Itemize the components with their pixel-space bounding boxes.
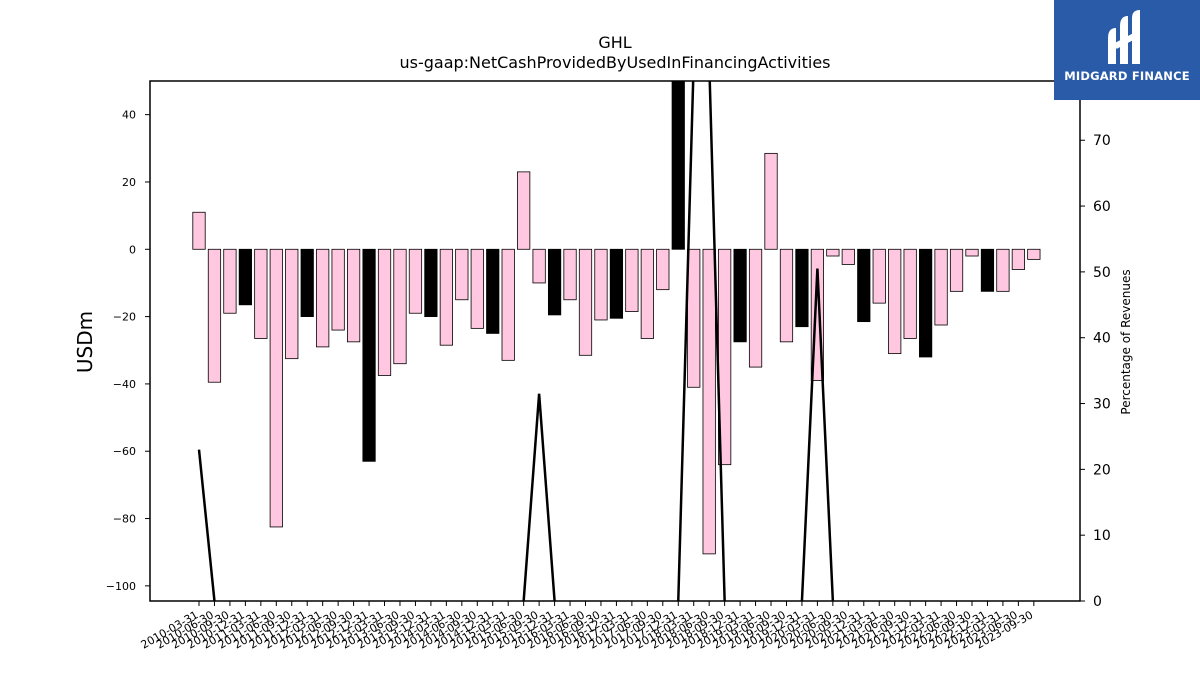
bar — [486, 248, 500, 334]
bar — [841, 248, 855, 265]
bar — [532, 248, 546, 284]
bar — [501, 248, 515, 361]
bar — [300, 248, 314, 317]
y2-tick-label: 70 — [1093, 133, 1111, 149]
plot-content — [192, 81, 1041, 601]
bar — [1011, 248, 1025, 270]
bar — [764, 152, 778, 250]
bar — [857, 248, 871, 323]
bar — [238, 248, 252, 306]
bar — [640, 248, 654, 339]
bar — [919, 248, 933, 358]
chart-title: GHL — [598, 33, 631, 52]
bar — [733, 248, 747, 343]
y-tick-label: −100 — [106, 580, 136, 593]
bar — [547, 248, 562, 316]
y2-tick-label: 40 — [1093, 331, 1111, 347]
bar — [609, 248, 624, 319]
bar — [455, 248, 469, 301]
bar — [965, 248, 979, 257]
bar — [702, 248, 716, 555]
pct-revenue-line — [197, 449, 216, 601]
y2-tick-label: 20 — [1093, 462, 1111, 478]
bar — [826, 248, 840, 257]
bar — [656, 248, 670, 291]
bar — [888, 248, 902, 355]
y2-tick-label: 50 — [1093, 265, 1111, 281]
y-tick-label: 40 — [122, 109, 136, 122]
y2-axis-label: Percentage of Revenues — [1119, 269, 1133, 414]
bar — [269, 248, 283, 528]
y-tick-label: −80 — [113, 513, 136, 526]
y2-tick-label: 10 — [1093, 528, 1111, 544]
bar — [393, 248, 407, 365]
bar — [563, 248, 577, 301]
bar — [594, 248, 608, 321]
bar — [424, 248, 438, 317]
y2-tick-label: 60 — [1093, 199, 1111, 215]
bar — [1027, 248, 1041, 260]
pct-revenue-line — [677, 81, 726, 601]
y-tick-label: −20 — [113, 311, 136, 324]
bar — [377, 248, 392, 376]
bar — [625, 248, 639, 312]
bar — [748, 248, 763, 368]
bar — [949, 248, 964, 292]
bar — [470, 248, 484, 329]
bar — [346, 248, 361, 343]
pct-revenue-line — [800, 268, 835, 601]
bar — [934, 248, 948, 326]
y-tick-label: 20 — [122, 176, 136, 189]
bar — [316, 248, 330, 348]
bar — [795, 248, 809, 328]
bar — [207, 248, 222, 383]
bar — [362, 248, 376, 462]
bar — [578, 248, 593, 356]
y2-tick-label: 0 — [1093, 594, 1102, 610]
brand-logo: MIDGARD FINANCE — [1054, 0, 1200, 100]
y-tick-label: 0 — [129, 243, 136, 256]
y2-tick-label: 30 — [1093, 397, 1111, 413]
bar — [980, 248, 995, 292]
bar — [903, 248, 917, 339]
bar — [439, 248, 453, 346]
y-tick-label: −40 — [113, 378, 136, 391]
bar — [254, 248, 268, 339]
plot-area: 40200−20−40−60−80−1000102030405060702010… — [106, 80, 1111, 652]
logo-text: MIDGARD FINANCE — [1064, 69, 1190, 83]
midgard-logo-icon — [1108, 10, 1140, 64]
bar — [779, 248, 794, 343]
bar — [408, 248, 423, 314]
bar — [223, 248, 237, 314]
plot-frame — [149, 80, 1081, 602]
bar — [517, 171, 531, 250]
bar — [285, 248, 299, 360]
bar — [331, 248, 345, 331]
chart-subtitle: us-gaap:NetCashProvidedByUsedInFinancing… — [399, 53, 830, 72]
bar — [996, 248, 1010, 292]
y-axis-label: USDm — [73, 311, 97, 373]
y-tick-label: −60 — [113, 445, 136, 458]
bar — [671, 81, 685, 250]
bar — [687, 248, 701, 388]
pct-revenue-line — [522, 393, 556, 601]
bar — [192, 211, 206, 250]
bar — [872, 248, 886, 304]
